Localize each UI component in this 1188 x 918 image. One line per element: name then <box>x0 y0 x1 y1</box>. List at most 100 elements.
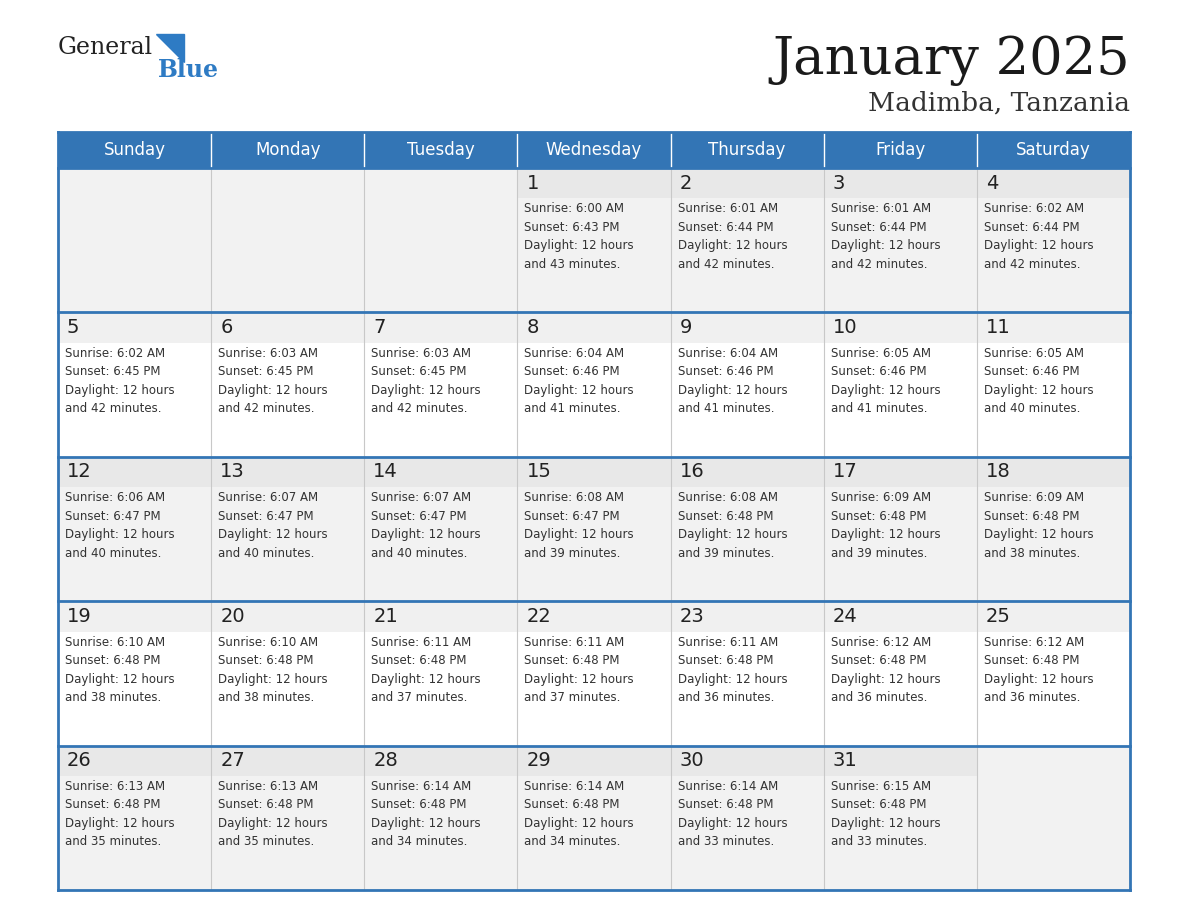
Text: Sunrise: 6:11 AM
Sunset: 6:48 PM
Daylight: 12 hours
and 37 minutes.: Sunrise: 6:11 AM Sunset: 6:48 PM Dayligh… <box>372 635 481 704</box>
Bar <box>670 457 823 487</box>
Text: Wednesday: Wednesday <box>545 141 643 159</box>
Bar <box>58 745 211 776</box>
Text: Sunrise: 6:07 AM
Sunset: 6:47 PM
Daylight: 12 hours
and 40 minutes.: Sunrise: 6:07 AM Sunset: 6:47 PM Dayligh… <box>219 491 328 560</box>
Polygon shape <box>156 34 184 62</box>
Bar <box>365 457 518 487</box>
Text: 1: 1 <box>526 174 539 193</box>
Text: Sunrise: 6:14 AM
Sunset: 6:48 PM
Daylight: 12 hours
and 34 minutes.: Sunrise: 6:14 AM Sunset: 6:48 PM Dayligh… <box>372 780 481 848</box>
Text: 11: 11 <box>986 318 1011 337</box>
Bar <box>211 132 365 168</box>
Text: 7: 7 <box>373 318 386 337</box>
Bar <box>977 601 1130 632</box>
Text: 27: 27 <box>220 751 245 770</box>
Text: Sunrise: 6:01 AM
Sunset: 6:44 PM
Daylight: 12 hours
and 42 minutes.: Sunrise: 6:01 AM Sunset: 6:44 PM Dayligh… <box>677 202 788 271</box>
Text: Friday: Friday <box>876 141 925 159</box>
Text: Thursday: Thursday <box>708 141 785 159</box>
Text: Sunrise: 6:12 AM
Sunset: 6:48 PM
Daylight: 12 hours
and 36 minutes.: Sunrise: 6:12 AM Sunset: 6:48 PM Dayligh… <box>984 635 1093 704</box>
Text: Sunday: Sunday <box>103 141 165 159</box>
Text: Sunrise: 6:07 AM
Sunset: 6:47 PM
Daylight: 12 hours
and 40 minutes.: Sunrise: 6:07 AM Sunset: 6:47 PM Dayligh… <box>372 491 481 560</box>
Text: Sunrise: 6:05 AM
Sunset: 6:46 PM
Daylight: 12 hours
and 41 minutes.: Sunrise: 6:05 AM Sunset: 6:46 PM Dayligh… <box>830 347 941 415</box>
Text: 13: 13 <box>220 463 245 481</box>
Text: 23: 23 <box>680 607 704 626</box>
Bar <box>823 312 977 342</box>
Bar <box>58 132 211 168</box>
Text: 26: 26 <box>67 751 91 770</box>
Text: Sunrise: 6:04 AM
Sunset: 6:46 PM
Daylight: 12 hours
and 41 minutes.: Sunrise: 6:04 AM Sunset: 6:46 PM Dayligh… <box>677 347 788 415</box>
Text: 10: 10 <box>833 318 858 337</box>
Text: Sunrise: 6:10 AM
Sunset: 6:48 PM
Daylight: 12 hours
and 38 minutes.: Sunrise: 6:10 AM Sunset: 6:48 PM Dayligh… <box>65 635 175 704</box>
Bar <box>670 601 823 632</box>
Bar <box>670 132 823 168</box>
Bar <box>58 312 211 342</box>
Bar <box>211 312 365 342</box>
Text: 18: 18 <box>986 463 1011 481</box>
Bar <box>670 168 823 198</box>
Text: 30: 30 <box>680 751 704 770</box>
Text: January 2025: January 2025 <box>772 35 1130 85</box>
Text: Sunrise: 6:02 AM
Sunset: 6:45 PM
Daylight: 12 hours
and 42 minutes.: Sunrise: 6:02 AM Sunset: 6:45 PM Dayligh… <box>65 347 175 415</box>
Text: General: General <box>58 37 153 60</box>
Text: Sunrise: 6:11 AM
Sunset: 6:48 PM
Daylight: 12 hours
and 37 minutes.: Sunrise: 6:11 AM Sunset: 6:48 PM Dayligh… <box>524 635 634 704</box>
Bar <box>365 745 518 776</box>
Bar <box>670 312 823 342</box>
Text: 5: 5 <box>67 318 80 337</box>
Text: 16: 16 <box>680 463 704 481</box>
Bar <box>518 745 670 776</box>
Text: Sunrise: 6:12 AM
Sunset: 6:48 PM
Daylight: 12 hours
and 36 minutes.: Sunrise: 6:12 AM Sunset: 6:48 PM Dayligh… <box>830 635 941 704</box>
Text: 6: 6 <box>220 318 233 337</box>
Bar <box>823 168 977 198</box>
Bar <box>365 601 518 632</box>
Bar <box>823 601 977 632</box>
Text: Sunrise: 6:09 AM
Sunset: 6:48 PM
Daylight: 12 hours
and 38 minutes.: Sunrise: 6:09 AM Sunset: 6:48 PM Dayligh… <box>984 491 1093 560</box>
Bar <box>518 132 670 168</box>
Text: Sunrise: 6:15 AM
Sunset: 6:48 PM
Daylight: 12 hours
and 33 minutes.: Sunrise: 6:15 AM Sunset: 6:48 PM Dayligh… <box>830 780 941 848</box>
Text: 15: 15 <box>526 463 551 481</box>
Text: Sunrise: 6:13 AM
Sunset: 6:48 PM
Daylight: 12 hours
and 35 minutes.: Sunrise: 6:13 AM Sunset: 6:48 PM Dayligh… <box>219 780 328 848</box>
Bar <box>211 745 365 776</box>
Text: 3: 3 <box>833 174 845 193</box>
Bar <box>518 312 670 342</box>
Text: Sunrise: 6:03 AM
Sunset: 6:45 PM
Daylight: 12 hours
and 42 minutes.: Sunrise: 6:03 AM Sunset: 6:45 PM Dayligh… <box>219 347 328 415</box>
Bar <box>518 601 670 632</box>
Text: Tuesday: Tuesday <box>407 141 475 159</box>
Text: 4: 4 <box>986 174 998 193</box>
Bar <box>365 312 518 342</box>
Bar <box>58 457 1130 601</box>
Text: 20: 20 <box>220 607 245 626</box>
Text: 24: 24 <box>833 607 858 626</box>
Text: Sunrise: 6:14 AM
Sunset: 6:48 PM
Daylight: 12 hours
and 34 minutes.: Sunrise: 6:14 AM Sunset: 6:48 PM Dayligh… <box>524 780 634 848</box>
Text: 21: 21 <box>373 607 398 626</box>
Text: 12: 12 <box>67 463 91 481</box>
Bar <box>977 312 1130 342</box>
Bar <box>670 745 823 776</box>
Text: 25: 25 <box>986 607 1011 626</box>
Bar <box>823 457 977 487</box>
Text: Sunrise: 6:11 AM
Sunset: 6:48 PM
Daylight: 12 hours
and 36 minutes.: Sunrise: 6:11 AM Sunset: 6:48 PM Dayligh… <box>677 635 788 704</box>
Bar <box>977 457 1130 487</box>
Bar <box>977 168 1130 198</box>
Text: 17: 17 <box>833 463 858 481</box>
Bar <box>58 312 1130 457</box>
Text: 9: 9 <box>680 318 691 337</box>
Text: Sunrise: 6:10 AM
Sunset: 6:48 PM
Daylight: 12 hours
and 38 minutes.: Sunrise: 6:10 AM Sunset: 6:48 PM Dayligh… <box>219 635 328 704</box>
Text: 8: 8 <box>526 318 539 337</box>
Text: Monday: Monday <box>255 141 321 159</box>
Text: Sunrise: 6:14 AM
Sunset: 6:48 PM
Daylight: 12 hours
and 33 minutes.: Sunrise: 6:14 AM Sunset: 6:48 PM Dayligh… <box>677 780 788 848</box>
Text: Sunrise: 6:01 AM
Sunset: 6:44 PM
Daylight: 12 hours
and 42 minutes.: Sunrise: 6:01 AM Sunset: 6:44 PM Dayligh… <box>830 202 941 271</box>
Bar <box>58 168 1130 312</box>
Bar <box>211 601 365 632</box>
Text: 2: 2 <box>680 174 691 193</box>
Text: Sunrise: 6:08 AM
Sunset: 6:47 PM
Daylight: 12 hours
and 39 minutes.: Sunrise: 6:08 AM Sunset: 6:47 PM Dayligh… <box>524 491 634 560</box>
Bar <box>58 601 211 632</box>
Bar <box>365 132 518 168</box>
Text: Sunrise: 6:13 AM
Sunset: 6:48 PM
Daylight: 12 hours
and 35 minutes.: Sunrise: 6:13 AM Sunset: 6:48 PM Dayligh… <box>65 780 175 848</box>
Text: Sunrise: 6:09 AM
Sunset: 6:48 PM
Daylight: 12 hours
and 39 minutes.: Sunrise: 6:09 AM Sunset: 6:48 PM Dayligh… <box>830 491 941 560</box>
Text: Sunrise: 6:03 AM
Sunset: 6:45 PM
Daylight: 12 hours
and 42 minutes.: Sunrise: 6:03 AM Sunset: 6:45 PM Dayligh… <box>372 347 481 415</box>
Text: Saturday: Saturday <box>1016 141 1091 159</box>
Bar <box>58 457 211 487</box>
Text: Sunrise: 6:04 AM
Sunset: 6:46 PM
Daylight: 12 hours
and 41 minutes.: Sunrise: 6:04 AM Sunset: 6:46 PM Dayligh… <box>524 347 634 415</box>
Bar <box>58 745 1130 890</box>
Bar <box>823 132 977 168</box>
Text: Sunrise: 6:02 AM
Sunset: 6:44 PM
Daylight: 12 hours
and 42 minutes.: Sunrise: 6:02 AM Sunset: 6:44 PM Dayligh… <box>984 202 1093 271</box>
Text: Sunrise: 6:00 AM
Sunset: 6:43 PM
Daylight: 12 hours
and 43 minutes.: Sunrise: 6:00 AM Sunset: 6:43 PM Dayligh… <box>524 202 634 271</box>
